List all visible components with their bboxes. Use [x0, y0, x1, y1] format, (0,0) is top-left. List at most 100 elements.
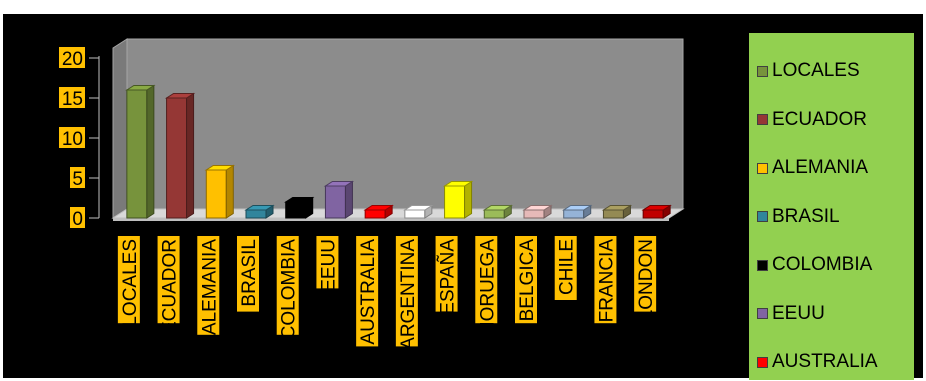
- x-tick-label: BRASIL: [239, 239, 260, 307]
- x-tick-label: ALEMANIA: [199, 239, 220, 335]
- legend-item: EEUU: [757, 302, 825, 326]
- y-tick-label-bg: [70, 207, 85, 228]
- legend-item: AUSTRALIA: [757, 350, 878, 374]
- x-tick-label: ESPAÑA: [437, 239, 459, 315]
- bar-top-face: [323, 181, 355, 187]
- x-tick-label-bg: [197, 236, 220, 335]
- bar-australia: [363, 204, 394, 219]
- legend-label: BRASIL: [772, 205, 840, 227]
- bar-chile: [562, 204, 593, 219]
- bar-alemania: [204, 164, 235, 219]
- bar-ecuador: [164, 92, 196, 219]
- x-tick-label-bg: [356, 236, 379, 347]
- bar-top-face: [562, 205, 593, 211]
- legend-item: LOCALES: [757, 59, 860, 83]
- bar-front-face: [523, 209, 545, 219]
- bar-noruega: [482, 204, 513, 219]
- bar-front-face: [166, 97, 188, 219]
- legend-swatch: [757, 65, 768, 77]
- y-tick-label-bg: [59, 87, 85, 108]
- x-tick-label: EEUU: [318, 239, 339, 292]
- plot-floor: [111, 208, 685, 219]
- x-tick-label-bg: [594, 236, 617, 324]
- x-tick-label-bg: [276, 236, 299, 335]
- legend-swatch: [757, 356, 768, 368]
- chart-area: 20 15 10 5 0 LOCALES ECUADOR ALEMANIA BRASIL COLO…: [3, 14, 923, 380]
- legend-swatch: [757, 162, 768, 174]
- bar-top-face: [522, 205, 553, 211]
- legend-label: ECUADOR: [772, 108, 868, 130]
- legend-swatch: [757, 308, 768, 319]
- x-tick-label-bg: [117, 236, 140, 324]
- x-tick-label-bg: [515, 236, 537, 324]
- y-tick-label-bg: [59, 47, 85, 68]
- bar-front-face: [602, 209, 624, 219]
- bar-locales: [125, 84, 156, 219]
- x-tick-label-bg: [157, 236, 180, 324]
- y-tick-label-bg: [59, 127, 85, 148]
- plot-floor-edge: [113, 218, 669, 221]
- bar-top-face: [125, 85, 156, 91]
- bar-top-face: [164, 93, 196, 99]
- legend-label: ALEMANIA: [772, 157, 869, 178]
- bar-side-face: [186, 92, 195, 219]
- x-tick-label-bg: [435, 236, 458, 312]
- bar-top-face: [641, 205, 672, 211]
- bar-top-face: [244, 205, 275, 211]
- x-tick-label-bg: [554, 236, 577, 300]
- bar-top-face: [204, 165, 235, 171]
- bar-side-face: [464, 180, 473, 219]
- bar-top-face: [403, 205, 434, 211]
- x-tick-label-bg: [634, 236, 657, 312]
- bar-side-face: [146, 84, 155, 219]
- legend-item: ECUADOR: [757, 108, 867, 132]
- bar-front-face: [126, 89, 148, 219]
- x-tick-label-bg: [237, 236, 259, 312]
- x-tick-label: CHILE: [557, 239, 578, 295]
- legend-item: ALEMANIA: [757, 156, 868, 180]
- bar-top-face: [482, 205, 513, 211]
- bar-front-face: [324, 185, 346, 219]
- legend: LOCALES ECUADOR ALEMANIA BRASIL COLOMBIA EEUU…: [749, 33, 914, 380]
- y-tick-label: 20: [62, 49, 83, 70]
- x-tick-label: COLOMBIA: [279, 239, 300, 340]
- bar-colombia: [284, 196, 315, 219]
- x-tick-label-bg: [395, 236, 418, 347]
- bar-side-face: [225, 164, 234, 219]
- x-tick-label-bg: [475, 236, 498, 324]
- x-tick-label: FRANCIA: [596, 239, 617, 323]
- bar-top-face: [284, 197, 315, 203]
- y-tick-label: 0: [72, 209, 83, 230]
- bar-argentina: [403, 204, 434, 219]
- bar-brasil: [244, 204, 275, 219]
- bar-front-face: [364, 209, 386, 219]
- bar-top-face: [442, 181, 474, 187]
- bar-front-face: [642, 209, 664, 219]
- bar-eeuu: [323, 180, 355, 219]
- legend-label: LOCALES: [772, 60, 860, 81]
- bar-españa: [442, 180, 474, 219]
- bar-top-face: [601, 205, 633, 211]
- bar-front-face: [404, 209, 426, 219]
- legend-label: AUSTRALIA: [772, 351, 878, 372]
- y-tick-label: 15: [62, 89, 83, 110]
- bar-front-face: [245, 209, 267, 219]
- bar-front-face: [205, 169, 227, 219]
- bar-top-face: [363, 205, 394, 211]
- x-tick-label: NORUEGA: [477, 239, 498, 335]
- legend-swatch: [757, 211, 768, 222]
- x-tick-label: LOCALES: [120, 239, 141, 327]
- bar-front-face: [285, 201, 307, 219]
- x-tick-label: ECUADOR: [160, 239, 181, 334]
- bar-belgica: [522, 204, 553, 219]
- bar-side-face: [344, 180, 353, 219]
- bar-front-face: [483, 209, 505, 219]
- x-tick-label: LONDON: [636, 239, 657, 320]
- bar-front-face: [444, 185, 466, 219]
- legend-label: COLOMBIA: [772, 254, 873, 275]
- x-tick-label: BELGICA: [517, 239, 538, 322]
- x-tick-label: ARGENTINA: [398, 239, 419, 350]
- legend-swatch: [757, 259, 768, 271]
- bar-francia: [601, 204, 633, 219]
